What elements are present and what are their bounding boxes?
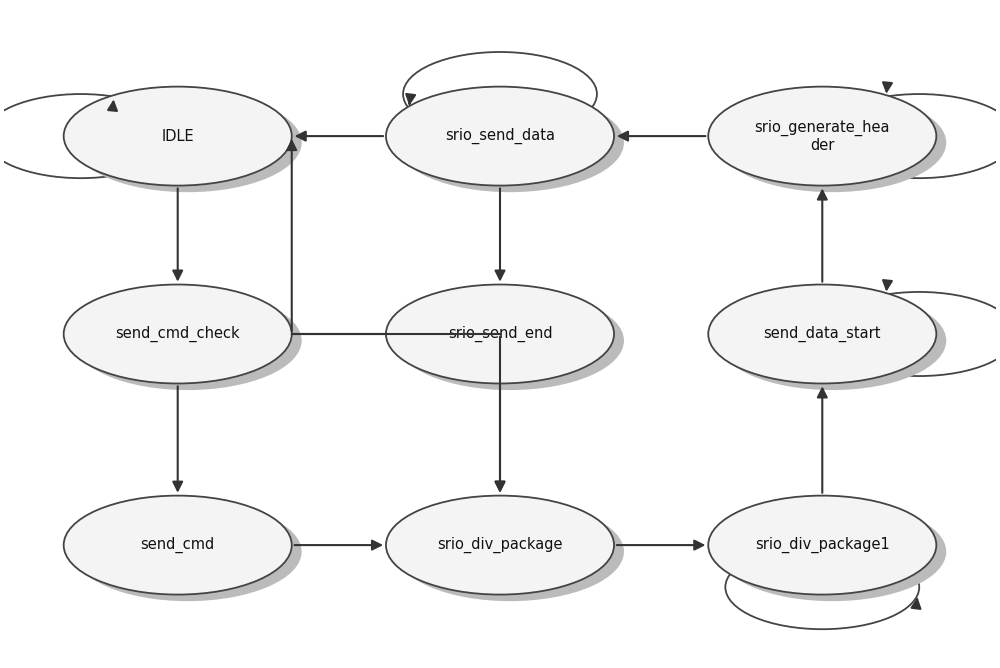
Ellipse shape	[64, 285, 292, 383]
Ellipse shape	[718, 291, 946, 390]
Text: srio_div_package: srio_div_package	[437, 537, 563, 553]
Ellipse shape	[74, 94, 302, 192]
Text: srio_send_end: srio_send_end	[448, 326, 552, 342]
Ellipse shape	[708, 285, 936, 383]
Ellipse shape	[386, 285, 614, 383]
Ellipse shape	[386, 496, 614, 595]
Text: IDLE: IDLE	[161, 129, 194, 144]
Text: srio_generate_hea
der: srio_generate_hea der	[755, 120, 890, 153]
Ellipse shape	[396, 291, 624, 390]
Text: srio_div_package1: srio_div_package1	[755, 537, 890, 553]
Text: send_cmd: send_cmd	[141, 537, 215, 553]
Text: srio_send_data: srio_send_data	[445, 128, 555, 144]
Ellipse shape	[386, 87, 614, 186]
Ellipse shape	[718, 502, 946, 601]
Text: send_cmd_check: send_cmd_check	[115, 326, 240, 342]
Ellipse shape	[718, 94, 946, 192]
Ellipse shape	[396, 502, 624, 601]
Ellipse shape	[64, 496, 292, 595]
Ellipse shape	[396, 94, 624, 192]
Ellipse shape	[708, 87, 936, 186]
Text: send_data_start: send_data_start	[764, 326, 881, 342]
Ellipse shape	[64, 87, 292, 186]
Ellipse shape	[74, 502, 302, 601]
Ellipse shape	[74, 291, 302, 390]
Ellipse shape	[708, 496, 936, 595]
